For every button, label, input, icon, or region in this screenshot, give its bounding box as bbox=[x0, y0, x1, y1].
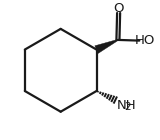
Text: 2: 2 bbox=[124, 102, 131, 112]
Text: O: O bbox=[113, 2, 124, 15]
Text: NH: NH bbox=[117, 99, 137, 112]
Text: HO: HO bbox=[134, 34, 155, 47]
Polygon shape bbox=[95, 39, 118, 53]
